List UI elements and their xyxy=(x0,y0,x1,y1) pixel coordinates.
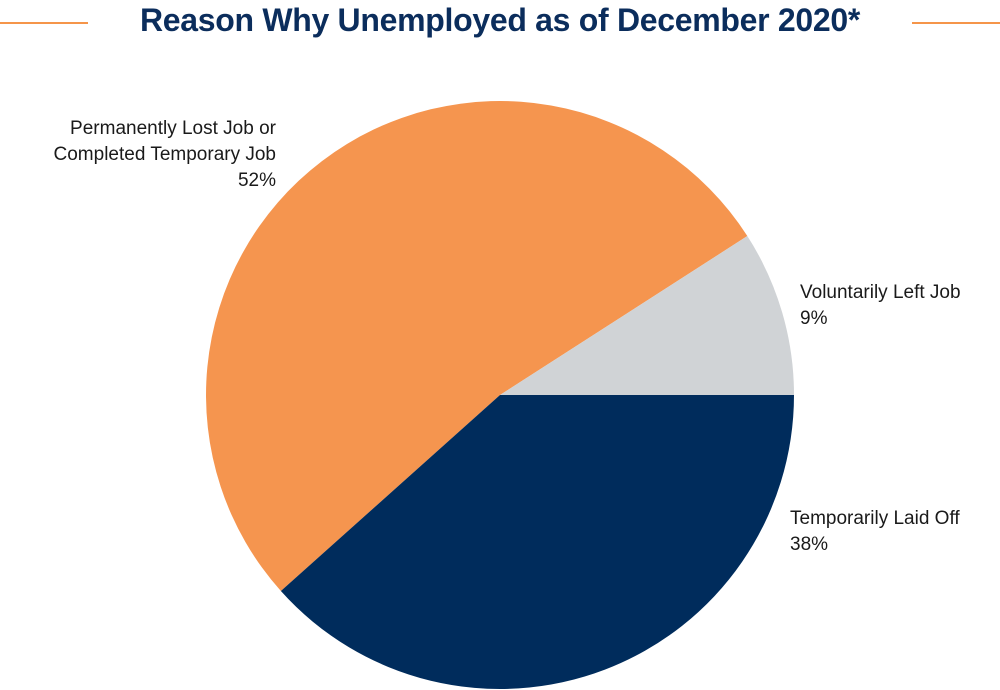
pie-slice-temporarily-laid-off xyxy=(280,395,794,690)
slice-value-label: 9% xyxy=(800,308,828,329)
slice-label-permanently-lost-job: Permanently Lost Job or Completed Tempor… xyxy=(54,116,276,194)
title-rule-left xyxy=(0,22,88,24)
slice-label-temporarily-laid-off: Temporarily Laid Off 38% xyxy=(790,506,960,558)
pie-slice-permanently-lost-job xyxy=(206,101,748,592)
slice-value-label: 52% xyxy=(237,170,276,191)
slice-label-voluntarily-left-job: Voluntarily Left Job 9% xyxy=(800,280,961,332)
slice-label-line: Temporarily Laid Off xyxy=(790,508,960,529)
slice-label-line: Completed Temporary Job xyxy=(53,144,276,165)
slice-label-line: Permanently Lost Job or xyxy=(70,118,276,139)
title-rule-right xyxy=(912,22,1000,24)
pie-slice-voluntarily-left-job xyxy=(500,236,794,395)
slice-label-line: Voluntarily Left Job xyxy=(800,282,961,303)
chart-title: Reason Why Unemployed as of December 202… xyxy=(139,2,861,38)
title-row: Reason Why Unemployed as of December 202… xyxy=(0,0,1000,48)
slice-value-label: 38% xyxy=(790,534,829,555)
